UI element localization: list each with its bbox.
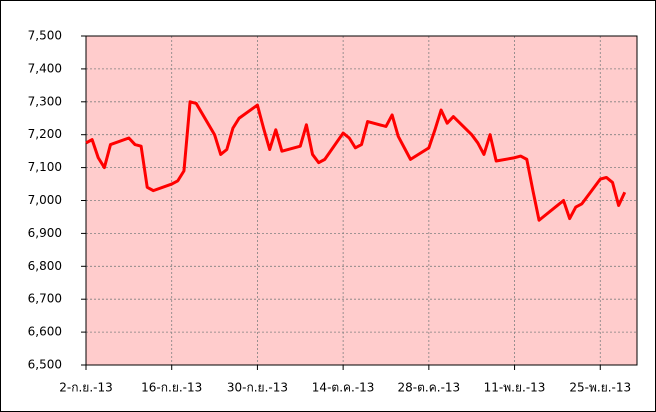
x-tick-label: 14-ต.ค.-13 — [312, 381, 375, 395]
x-tick-label: 28-ต.ค.-13 — [398, 381, 461, 395]
x-tick-label: 2-ก.ย.-13 — [59, 381, 113, 395]
y-tick-label: 7,300 — [28, 94, 62, 108]
y-tick-label: 6,600 — [28, 325, 62, 339]
y-tick-label: 6,800 — [28, 259, 62, 273]
y-tick-label: 7,400 — [28, 61, 62, 75]
x-tick-label: 16-ก.ย.-13 — [141, 381, 202, 395]
plot-area — [86, 36, 637, 365]
x-tick-label: 11-พ.ย.-13 — [484, 381, 546, 395]
y-tick-label: 6,900 — [28, 226, 62, 240]
y-tick-label: 7,100 — [28, 160, 62, 174]
y-tick-label: 7,200 — [28, 127, 62, 141]
y-tick-label: 7,000 — [28, 193, 62, 207]
y-tick-label: 7,500 — [28, 29, 62, 43]
x-tick-label: 25-พ.ย.-13 — [569, 381, 631, 395]
y-tick-label: 6,500 — [28, 358, 62, 372]
data-line — [85, 100, 627, 222]
plot-border — [85, 35, 638, 366]
x-tick-label: 30-ก.ย.-13 — [227, 381, 288, 395]
y-tick-label: 6,700 — [28, 292, 62, 306]
